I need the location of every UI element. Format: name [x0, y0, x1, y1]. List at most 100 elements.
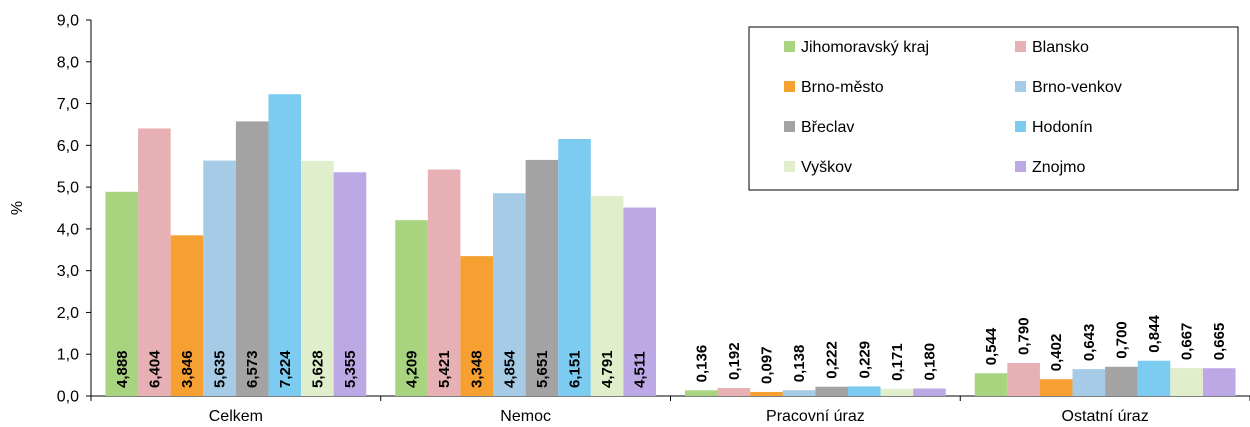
legend-label: Blansko	[1032, 39, 1089, 56]
legend-label: Břeclav	[801, 119, 854, 136]
bar	[1202, 368, 1236, 396]
bar	[460, 256, 494, 396]
legend-label: Brno-město	[801, 79, 884, 96]
bar	[590, 195, 624, 396]
data-label: 3,348	[469, 350, 486, 388]
category-label: Celkem	[209, 408, 263, 425]
data-label: 7,224	[277, 350, 294, 388]
bar	[1072, 369, 1106, 396]
bar	[301, 160, 334, 396]
data-label: 5,355	[342, 350, 359, 388]
bar	[333, 172, 367, 396]
bar	[1039, 379, 1073, 396]
bar	[525, 159, 559, 396]
data-label: 3,846	[179, 350, 196, 388]
data-label: 0,192	[726, 342, 743, 380]
legend-swatch	[784, 161, 795, 172]
bar	[138, 128, 171, 396]
data-label: 0,097	[758, 346, 775, 384]
bar	[558, 139, 591, 396]
data-labels: 4,888 4,209 0,136 0,544 6,404 5,421 0,192 0,790…	[114, 315, 1228, 388]
y-tick-label: 0,0	[57, 389, 79, 406]
y-tick-label: 1,0	[57, 347, 79, 364]
data-label: 4,791	[599, 350, 616, 388]
data-label: 5,421	[436, 350, 453, 388]
bar	[268, 94, 302, 397]
legend-label: Vyškov	[801, 159, 852, 176]
y-tick-label: 9,0	[57, 13, 79, 30]
data-label: 4,854	[501, 350, 518, 388]
data-label: 0,136	[693, 345, 710, 383]
bar	[880, 388, 914, 396]
bar	[1007, 362, 1040, 396]
bar	[684, 390, 718, 396]
legend-swatch	[784, 81, 795, 92]
data-label: 0,790	[1016, 317, 1033, 355]
data-label: 5,635	[212, 350, 229, 388]
bar	[847, 386, 881, 396]
bar	[395, 220, 428, 396]
y-tick-label: 4,0	[57, 221, 79, 238]
data-label: 4,888	[114, 350, 131, 388]
data-label: 0,138	[791, 345, 808, 383]
bar	[1170, 368, 1203, 396]
data-label: 0,229	[856, 341, 873, 379]
y-tick-label: 3,0	[57, 263, 79, 280]
legend-swatch	[1015, 41, 1026, 52]
legend-label: Hodonín	[1032, 119, 1093, 136]
category-label: Ostatní úraz	[1062, 408, 1149, 425]
data-label: 0,402	[1048, 334, 1065, 372]
bars	[105, 94, 1236, 397]
data-label: 0,544	[983, 327, 1000, 365]
y-axis-title: %	[9, 201, 26, 215]
legend: Jihomoravský kraj Blansko Brno-město Brno-v…	[748, 26, 1239, 191]
legend-label: Jihomoravský kraj	[801, 39, 929, 56]
bar	[203, 160, 236, 396]
x-axis: Celkem Nemoc Pracovní úraz Ostatní úraz	[90, 395, 1250, 425]
bar	[105, 191, 139, 396]
legend-label: Brno-venkov	[1032, 79, 1122, 96]
data-label: 0,171	[889, 343, 906, 381]
data-label: 5,651	[534, 350, 551, 388]
data-label: 0,700	[1113, 321, 1130, 359]
y-tick-label: 8,0	[57, 54, 79, 71]
category-label: Pracovní úraz	[766, 408, 865, 425]
y-tick-label: 7,0	[57, 96, 79, 113]
category-label: Nemoc	[500, 408, 551, 425]
data-label: 0,643	[1081, 324, 1098, 362]
bar	[235, 121, 269, 397]
bar	[427, 169, 461, 396]
bar	[974, 373, 1008, 396]
bar	[782, 390, 816, 396]
data-label: 6,573	[244, 350, 261, 388]
data-label: 5,628	[309, 350, 326, 388]
y-tick-label: 2,0	[57, 305, 79, 322]
legend-swatch	[1015, 161, 1026, 172]
legend-box	[748, 26, 1239, 191]
data-label: 0,667	[1179, 323, 1196, 361]
bar	[1105, 366, 1138, 396]
data-label: 0,180	[921, 343, 938, 381]
data-label: 6,404	[146, 350, 163, 388]
bar	[493, 193, 526, 396]
legend-label: Znojmo	[1032, 159, 1085, 176]
bar	[750, 391, 783, 396]
data-label: 6,151	[567, 350, 584, 388]
bar	[1137, 360, 1171, 396]
legend-swatch	[1015, 121, 1026, 132]
bar	[717, 387, 751, 396]
bar	[170, 235, 204, 396]
y-tick-label: 6,0	[57, 138, 79, 155]
bar	[815, 386, 848, 396]
legend-swatch	[1015, 81, 1026, 92]
legend-swatch	[784, 41, 795, 52]
data-label: 0,844	[1146, 315, 1163, 353]
data-label: 0,665	[1211, 323, 1228, 361]
data-label: 0,222	[824, 341, 841, 379]
data-label: 4,511	[632, 351, 649, 388]
bar	[913, 388, 946, 396]
data-label: 4,209	[404, 350, 421, 388]
legend-swatch	[784, 121, 795, 132]
bar	[623, 207, 657, 396]
